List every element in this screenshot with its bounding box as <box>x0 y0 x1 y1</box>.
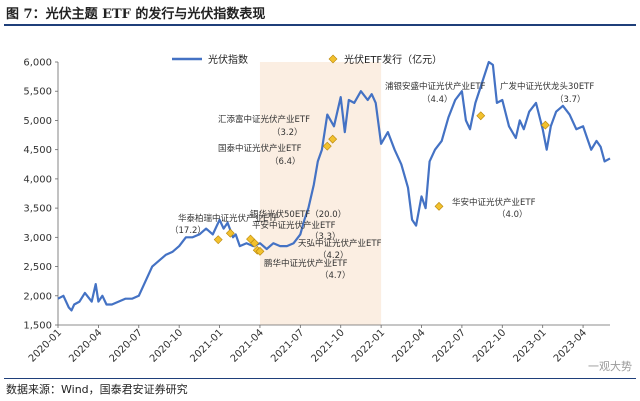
source-note: 数据来源：Wind，国泰君安证券研究 <box>6 383 188 396</box>
y-tick-label: 4,500 <box>23 145 52 156</box>
etf-annotation-label: 银华光伏50ETF（20.0） <box>250 209 346 220</box>
etf-annotation-label: 天弘中证光伏产业ETF <box>298 238 382 249</box>
etf-annotation-label: 华泰柏瑞中证光伏产业ETF <box>178 213 279 224</box>
y-tick-label: 2,000 <box>23 291 52 302</box>
etf-issue-marker <box>255 246 265 256</box>
x-tick-label: 2022-07 <box>431 327 468 364</box>
y-tick-label: 4,000 <box>23 174 52 185</box>
legend: 光伏指数 光伏ETF发行（亿元） <box>172 53 442 66</box>
etf-annotation-amount: （6.4） <box>270 156 301 167</box>
bottom-rule <box>4 378 636 379</box>
etf-annotation-amount: （4.7） <box>320 270 351 281</box>
etf-annotation-label: 华安中证光伏产业ETF <box>452 197 536 208</box>
marker-layer <box>213 111 550 256</box>
etf-annotation-amount: （3.2） <box>272 127 303 138</box>
x-tick-label: 2022-01 <box>350 327 387 364</box>
x-tick-label: 2023-04 <box>552 327 589 364</box>
y-tick-label: 3,500 <box>23 204 52 215</box>
etf-issue-marker <box>322 141 332 151</box>
etf-annotation-amount: （4.0） <box>497 209 528 220</box>
etf-issue-marker <box>250 238 259 248</box>
etf-issue-marker <box>225 228 235 238</box>
legend-marker-label: 光伏ETF发行（亿元） <box>344 53 442 66</box>
etf-issue-marker <box>328 134 338 144</box>
legend-line-label: 光伏指数 <box>208 53 248 66</box>
x-tick-label: 2020-04 <box>67 327 104 364</box>
x-tick-label: 2020-07 <box>108 327 145 364</box>
y-tick-label: 2,500 <box>23 262 52 273</box>
etf-issue-marker <box>540 120 550 130</box>
x-tick-label: 2021-04 <box>229 327 266 364</box>
x-tick-label: 2022-04 <box>390 327 427 364</box>
etf-annotation-label: 浦银安盛中证光伏产业ETF <box>385 81 486 92</box>
x-tick-label: 2023-01 <box>511 327 548 364</box>
y-tick-label: 5,500 <box>23 87 52 98</box>
etf-issue-marker <box>213 235 223 245</box>
highlight-layer <box>259 62 382 325</box>
etf-issue-marker <box>476 111 486 121</box>
y-tick-label: 6,000 <box>23 58 52 69</box>
annotation-layer: 华泰柏瑞中证光伏产业ETF（17.2） 银华光伏50ETF（20.0）平安中证光伏… <box>170 81 594 281</box>
x-tick-label: 2020-10 <box>148 327 185 364</box>
etf-annotation-amount: （3.3） <box>310 231 341 242</box>
etf-issue-marker <box>434 201 444 211</box>
index-series-line <box>57 60 611 312</box>
x-tick-label: 2022-10 <box>471 327 508 364</box>
highlight-band <box>259 62 382 325</box>
x-tick-label: 2021-07 <box>269 327 306 364</box>
etf-annotation-amount: （4.2） <box>318 250 349 261</box>
x-tick-label: 2021-10 <box>310 327 347 364</box>
etf-annotation-label: 汇添富中证光伏产业ETF <box>218 114 310 125</box>
legend-marker-swatch <box>328 54 338 64</box>
x-tick-label: 2021-01 <box>188 327 225 364</box>
etf-annotation-amount: （4.4） <box>422 94 453 105</box>
line-layer <box>57 60 611 312</box>
chart-area: 1,500 2,000 2,500 3,000 3,500 4,000 4,500 5,000… <box>23 53 611 365</box>
etf-annotation-label: 国泰中证光伏产业ETF <box>218 143 302 154</box>
etf-annotation-amount: （3.7） <box>555 94 586 105</box>
y-tick-label: 5,000 <box>23 116 52 127</box>
etf-annotation-label: 广发中证光伏龙头30ETF <box>500 81 594 92</box>
y-tick-label: 1,500 <box>23 321 52 332</box>
etf-annotation-label: 鹏华中证光伏产业ETF <box>264 258 348 269</box>
etf-annotation-amount: （17.2） <box>170 225 206 236</box>
figure-title: 图 7：光伏主题 ETF 的发行与光伏指数表现 <box>6 7 266 22</box>
x-tick-label: 2020-01 <box>27 327 64 364</box>
title-rule <box>4 24 636 26</box>
etf-annotation-label: 平安中证光伏产业ETF <box>252 220 336 231</box>
watermark: 一观大势 <box>588 360 632 373</box>
y-tick-label: 3,000 <box>23 233 52 244</box>
